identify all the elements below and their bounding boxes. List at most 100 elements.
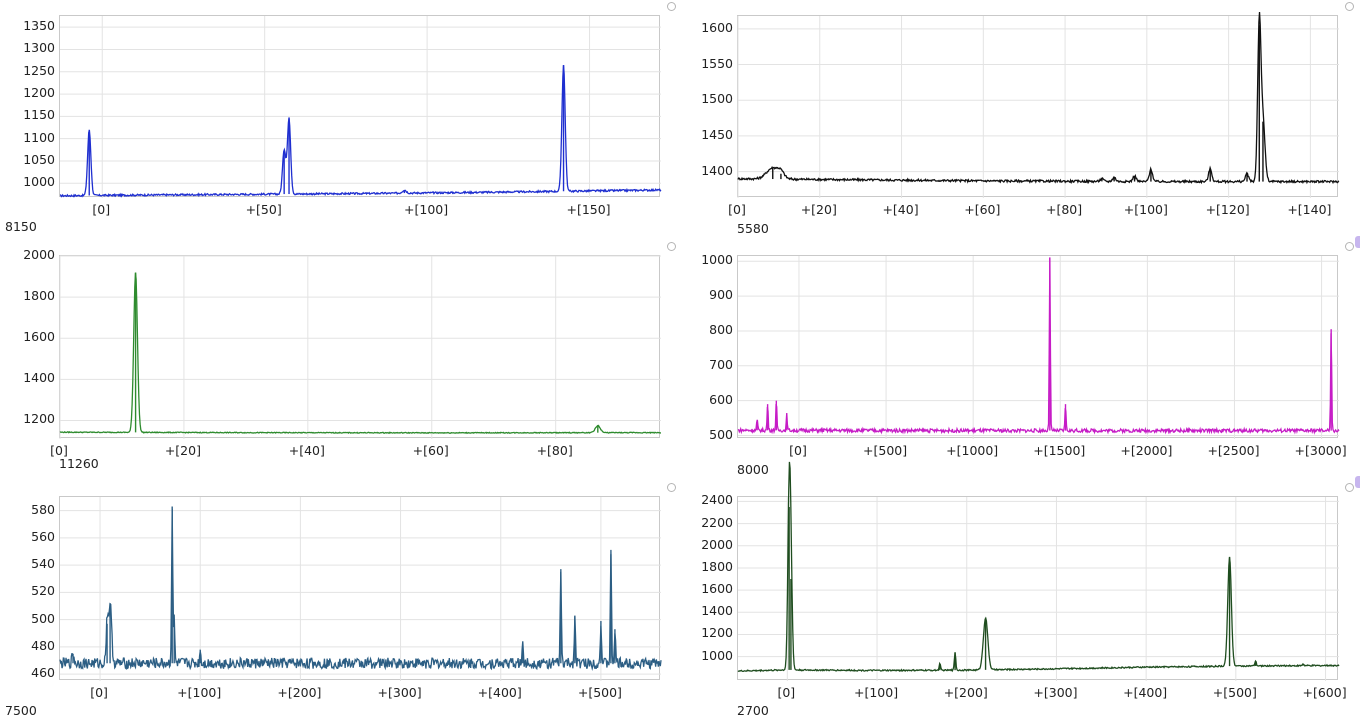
x-tick-label: +[600] — [1302, 685, 1347, 700]
y-tick-label: 600 — [709, 391, 733, 407]
series-line — [737, 461, 1340, 673]
y-tick-label: 1200 — [23, 85, 55, 101]
scroll-edge-marker — [1355, 236, 1360, 248]
y-tick-label: 1350 — [23, 18, 55, 34]
y-tick-label: 500 — [31, 610, 55, 626]
y-tick-label: 480 — [31, 637, 55, 653]
x-tick-label: [0] — [789, 443, 807, 458]
x-tick-label: +[400] — [477, 685, 522, 700]
x-tick-label: +[60] — [412, 443, 449, 458]
y-tick-label: 1150 — [23, 107, 55, 123]
x-offset-label: 11260 — [59, 456, 99, 471]
y-tick-label: 1050 — [23, 151, 55, 167]
x-offset-label: 8000 — [737, 462, 769, 477]
y-tick-label: 1600 — [701, 581, 733, 597]
y-tick-label: 1100 — [23, 129, 55, 145]
y-tick-label: 1200 — [701, 625, 733, 641]
x-tick-label: +[120] — [1205, 202, 1250, 217]
x-tick-label: +[500] — [577, 685, 622, 700]
x-offset-label: 2700 — [737, 703, 769, 718]
series-line — [59, 508, 662, 671]
x-tick-label: +[400] — [1123, 685, 1168, 700]
y-tick-label: 2000 — [701, 536, 733, 552]
x-tick-label: +[80] — [536, 443, 573, 458]
y-tick-label: 1500 — [701, 91, 733, 107]
series-line — [737, 257, 1340, 435]
y-tick-label: 520 — [31, 583, 55, 599]
y-tick-label: 1000 — [23, 174, 55, 190]
x-tick-label: +[1500] — [1033, 443, 1086, 458]
y-tick-label: 1450 — [701, 126, 733, 142]
x-tick-label: +[300] — [377, 685, 422, 700]
x-tick-label: [0] — [50, 443, 68, 458]
x-tick-label: +[40] — [288, 443, 325, 458]
y-tick-label: 1400 — [701, 603, 733, 619]
x-tick-label: +[100] — [177, 685, 222, 700]
x-tick-label: +[60] — [964, 202, 1001, 217]
y-tick-label: 1300 — [23, 40, 55, 56]
x-tick-label: +[200] — [277, 685, 322, 700]
plot-area-3[interactable] — [59, 255, 662, 439]
y-tick-label: 2000 — [23, 247, 55, 262]
plot-area-5[interactable] — [59, 496, 662, 681]
y-tick-label: 1400 — [23, 370, 55, 386]
x-tick-label: +[20] — [800, 202, 837, 217]
y-tick-label: 900 — [709, 287, 733, 303]
y-tick-label: 1600 — [701, 19, 733, 35]
x-tick-label: +[40] — [882, 202, 919, 217]
x-tick-label: +[3000] — [1294, 443, 1347, 458]
x-tick-label: +[500] — [863, 443, 908, 458]
x-tick-label: +[2500] — [1207, 443, 1260, 458]
plot-area-2[interactable] — [737, 11, 1340, 198]
plot-area-1[interactable] — [59, 15, 662, 198]
panel-handle[interactable] — [1345, 2, 1354, 11]
y-tick-label: 700 — [709, 356, 733, 372]
y-tick-label: 1000 — [701, 647, 733, 663]
series-line — [59, 272, 662, 435]
y-tick-label: 1200 — [23, 411, 55, 427]
y-tick-label: 1800 — [701, 558, 733, 574]
scroll-edge-marker — [1355, 476, 1360, 488]
x-tick-label: [0] — [92, 202, 111, 217]
x-tick-label: [0] — [777, 685, 796, 700]
x-tick-label: +[200] — [943, 685, 988, 700]
y-tick-label: 540 — [31, 556, 55, 572]
y-tick-label: 1800 — [23, 288, 55, 304]
x-tick-label: +[80] — [1045, 202, 1083, 217]
y-tick-label: 800 — [709, 321, 733, 337]
x-tick-label: +[1000] — [946, 443, 999, 458]
panel-handle[interactable] — [1345, 242, 1354, 251]
x-tick-label: [0] — [90, 685, 108, 700]
y-tick-label: 1550 — [701, 55, 733, 71]
x-tick-label: +[140] — [1287, 202, 1332, 217]
x-tick-label: +[100] — [1123, 202, 1168, 217]
x-offset-label: 7500 — [5, 703, 37, 718]
x-offset-label: 8150 — [5, 219, 37, 234]
x-tick-label: +[500] — [1212, 685, 1257, 700]
y-tick-label: 2200 — [701, 514, 733, 530]
x-tick-label: +[150] — [566, 202, 611, 217]
y-tick-label: 1000 — [701, 252, 733, 268]
plot-area-4[interactable] — [737, 255, 1340, 439]
y-tick-label: 460 — [31, 665, 55, 681]
x-tick-label: [0] — [728, 202, 746, 217]
y-tick-label: 1400 — [701, 162, 733, 178]
plot-area-6[interactable] — [737, 461, 1340, 681]
panel-handle[interactable] — [1345, 483, 1354, 492]
y-tick-label: 1600 — [23, 329, 55, 345]
panel-handle[interactable] — [667, 242, 676, 251]
x-tick-label: +[300] — [1033, 685, 1078, 700]
y-tick-label: 560 — [31, 528, 55, 544]
x-tick-label: +[50] — [245, 202, 282, 217]
y-tick-label: 580 — [31, 501, 55, 517]
x-tick-label: +[2000] — [1120, 443, 1173, 458]
y-tick-label: 2400 — [701, 492, 733, 508]
x-tick-label: +[20] — [164, 443, 201, 458]
panel-handle[interactable] — [667, 2, 676, 11]
x-tick-label: +[100] — [853, 685, 899, 700]
x-offset-label: 5580 — [737, 221, 769, 236]
series-line — [737, 11, 1340, 185]
panel-handle[interactable] — [667, 483, 676, 492]
y-tick-label: 500 — [709, 426, 733, 442]
x-tick-label: +[100] — [404, 202, 449, 217]
